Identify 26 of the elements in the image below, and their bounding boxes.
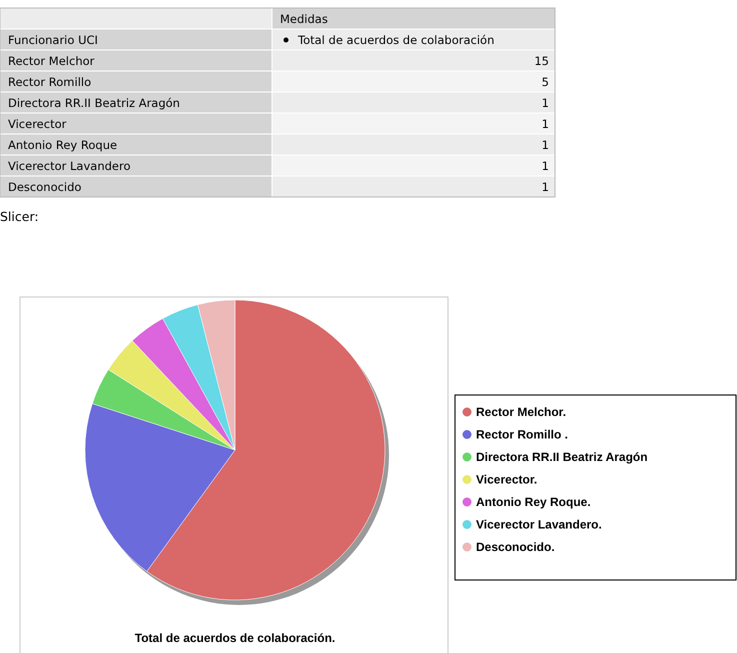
data-label: 1 xyxy=(542,138,549,152)
text: Slicer: xyxy=(0,209,39,224)
category-label: Rector Melchor xyxy=(8,54,95,68)
text: Funcionario UCI xyxy=(8,33,98,47)
legend-label: Vicerector. xyxy=(476,472,538,486)
category-label: Directora RR.II Beatriz Aragón xyxy=(8,96,180,110)
text: Total de acuerdos de colaboración. xyxy=(134,631,336,645)
legend-label: Antonio Rey Roque. xyxy=(476,495,591,509)
category-label: Rector Romillo xyxy=(8,75,92,89)
legend-label: Desconocido. xyxy=(476,540,555,554)
category-label: Desconocido xyxy=(8,180,82,194)
text: Total de acuerdos de colaboración xyxy=(297,33,494,47)
legend-label: Rector Romillo . xyxy=(476,428,568,442)
data-label: 1 xyxy=(542,159,549,173)
legend-label: Vicerector Lavandero. xyxy=(476,518,602,532)
category-label: Vicerector xyxy=(8,117,67,131)
data-label: 15 xyxy=(534,54,549,68)
legend-label: Directora RR.II Beatriz Aragón xyxy=(476,450,648,464)
data-label: 1 xyxy=(542,117,549,131)
data-label: 1 xyxy=(542,96,549,110)
data-label: 1 xyxy=(542,180,549,194)
text: Medidas xyxy=(280,12,328,26)
data-label: 5 xyxy=(542,75,549,89)
category-label: Antonio Rey Roque xyxy=(8,138,118,152)
category-label: Vicerector Lavandero xyxy=(8,159,130,173)
legend-label: Rector Melchor. xyxy=(476,405,566,419)
